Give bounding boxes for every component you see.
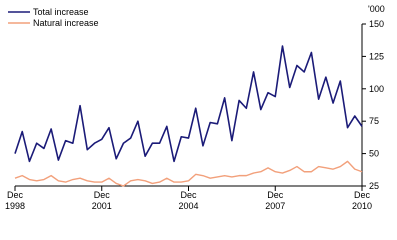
x-tick-label: Dec 2004	[178, 190, 198, 211]
chart: '000 25 50 75 100 125 150 Dec 1998 Dec 2001 Dec 200…	[5, 4, 385, 211]
x-tick-label: Dec 2007	[265, 190, 285, 211]
legend-label: Total increase	[33, 7, 89, 17]
series-line	[14, 160, 363, 187]
y-tick-label: 25	[369, 181, 379, 191]
y-tick-label: 100	[369, 84, 384, 94]
y-tick-label: 75	[369, 116, 379, 126]
x-tick-label: Dec 1998	[5, 190, 25, 211]
y-tick-label: 150	[369, 19, 384, 29]
series-line	[14, 45, 363, 163]
legend-label: Natural increase	[33, 18, 99, 28]
y-unit-label: '000	[368, 4, 385, 14]
x-tick-label: Dec 2001	[92, 190, 112, 211]
y-tick-label: 125	[369, 51, 384, 61]
y-tick-label: 50	[369, 149, 379, 159]
x-tick-label: Dec 2010	[352, 190, 372, 211]
